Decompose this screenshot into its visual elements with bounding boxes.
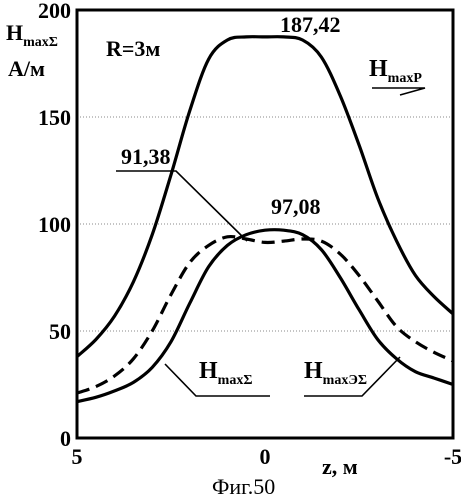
series-label-hmaxe: HmaxЭΣ <box>304 358 367 388</box>
peak-label-hmaxp: 187,42 <box>280 12 341 37</box>
series-label-hmaxe-main: H <box>304 358 323 384</box>
peak-label-hmaxsum: 97,08 <box>271 194 321 219</box>
series-lines <box>77 37 453 402</box>
x-tick-label: 0 <box>260 444 271 469</box>
y-axis-label-main: H <box>6 20 23 45</box>
series-line-hmaxsum <box>77 230 453 402</box>
series-label-hmaxsum-sub: maxΣ <box>218 373 253 388</box>
x-tick-label: -5 <box>444 444 461 469</box>
series-label-hmaxsum: HmaxΣ <box>199 358 253 388</box>
x-tick-label: 5 <box>72 444 83 469</box>
series-label-hmaxsum-main: H <box>199 358 218 384</box>
y-tick-label: 150 <box>38 105 71 130</box>
peak-label-hmaxe: 91,38 <box>121 144 171 169</box>
y-axis-label-sub: maxΣ <box>23 35 58 50</box>
series-label-hmaxp: HmaxP <box>369 56 422 86</box>
series-label-hmaxp-main: H <box>369 56 388 82</box>
y-tick-label: 0 <box>60 426 71 451</box>
y-axis-unit: А/м <box>8 56 45 81</box>
series-label-hmaxp-sub: maxP <box>388 71 423 86</box>
series-label-hmaxe-sub: maxЭΣ <box>323 373 367 388</box>
leader-peak-91 <box>116 171 247 241</box>
radius-annotation: R=3м <box>106 36 160 61</box>
y-tick-label: 100 <box>38 212 71 237</box>
leader-hmaxp <box>372 88 425 95</box>
y-tick-label: 50 <box>49 319 71 344</box>
y-axis-label: HmaxΣ <box>6 20 58 50</box>
series-line-hmaxe <box>77 237 453 394</box>
figure-caption: Фиг.50 <box>212 474 275 499</box>
y-tick-label: 200 <box>38 0 71 23</box>
x-axis-label: z, м <box>322 454 358 479</box>
